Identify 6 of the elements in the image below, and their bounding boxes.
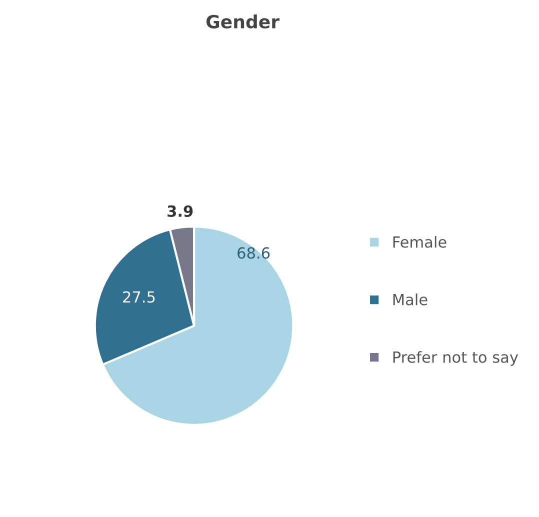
data-label: 3.9 (168, 205, 193, 217)
chart-title: Gender (206, 14, 280, 29)
legend-label: Male (393, 294, 428, 306)
legend-label: Female (393, 236, 446, 248)
data-label: 27.5 (123, 291, 155, 303)
legend-label: Prefer not to say (393, 351, 518, 366)
